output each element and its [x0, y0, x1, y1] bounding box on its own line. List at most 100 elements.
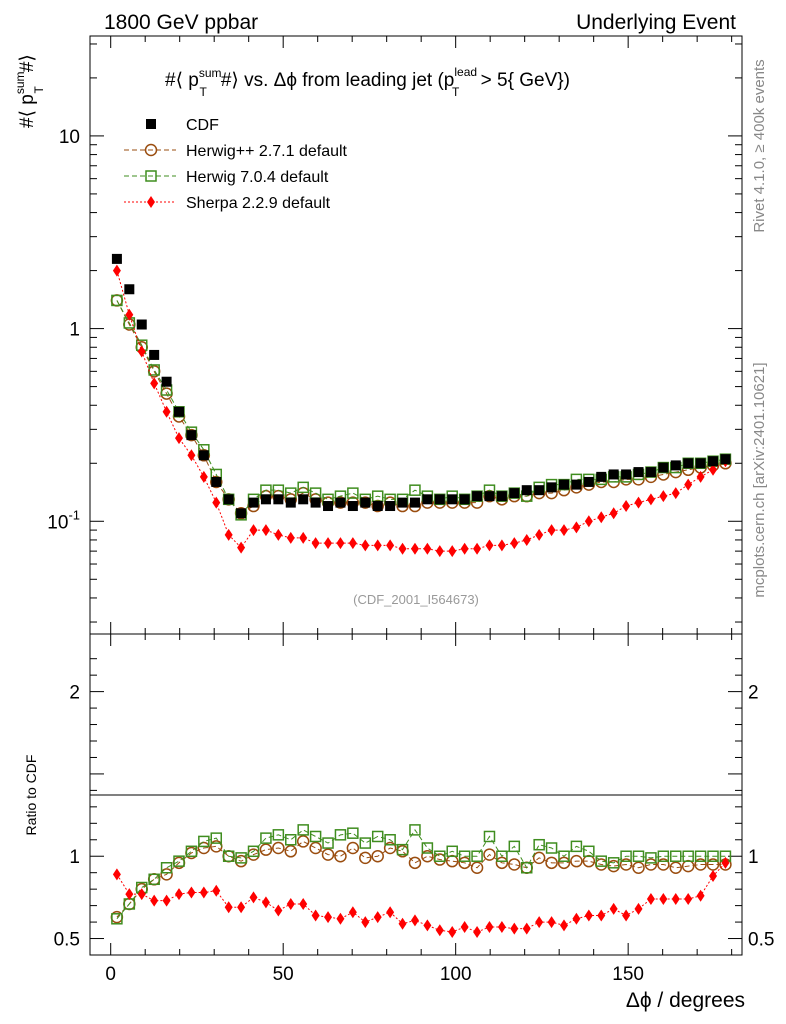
ratio-point: [533, 838, 545, 851]
data-point: [334, 496, 347, 509]
legend-label: Herwig 7.0.4 default: [186, 169, 329, 186]
data-point: [696, 470, 705, 483]
ratio-point: [334, 849, 347, 863]
header-process: Underlying Event: [576, 11, 736, 34]
data-point: [546, 482, 557, 493]
header-energy: 1800 GeV ppbar: [104, 11, 258, 34]
data-point: [324, 537, 333, 550]
ratio-point: [324, 911, 333, 924]
ratio-point: [409, 824, 421, 836]
data-point: [211, 476, 222, 487]
ratio-line: [116, 840, 726, 918]
data-point: [683, 458, 694, 469]
data-point: [434, 494, 445, 505]
axis-ticks: [90, 36, 742, 955]
ratio-point: [520, 862, 533, 874]
data-point: [150, 377, 159, 390]
rivet-version-label: Rivet 4.1.0, ≥ 400k events: [751, 59, 768, 232]
ratio-point: [570, 840, 583, 853]
data-point: [347, 487, 359, 499]
y-axis-label-ratio: Ratio to CDF: [23, 755, 39, 836]
ratio-point: [371, 830, 384, 843]
ratio-point: [706, 858, 720, 871]
data-point: [174, 406, 185, 417]
plot-title: #⟨ psum T#⟩ vs. Δϕ from leading jet (plea…: [165, 65, 570, 99]
ratio-point: [609, 902, 618, 915]
data-point: [199, 470, 208, 483]
ratio-point: [346, 841, 360, 855]
ratio-point: [446, 845, 458, 858]
legend-marker: [145, 170, 157, 182]
ratio-point: [473, 925, 482, 938]
ratio-point: [359, 851, 372, 865]
ratio-point: [423, 919, 432, 932]
data-point: [111, 294, 123, 307]
main-series-group: [110, 253, 732, 558]
ratio-point: [199, 886, 208, 899]
ratio-point: [508, 858, 521, 871]
legend: CDF Herwig++ 2.7.1 default Herwig 7.0.4 de…: [124, 117, 348, 212]
ratio-point: [707, 850, 719, 862]
data-point: [136, 319, 147, 330]
ratio-point: [212, 884, 221, 897]
data-point: [360, 497, 371, 508]
data-point: [659, 490, 668, 503]
data-point: [473, 542, 482, 555]
ratio-point: [557, 856, 571, 870]
ratio-point: [112, 868, 121, 881]
data-point: [695, 458, 706, 469]
ratio-point: [347, 827, 359, 839]
ratio-point: [595, 855, 608, 867]
ratio-point: [299, 897, 308, 910]
ratio-point: [137, 888, 146, 901]
ratio-point: [286, 897, 295, 910]
data-point: [112, 264, 121, 277]
data-point: [236, 508, 247, 519]
ratio-point: [247, 845, 260, 858]
ratio-point: [657, 858, 670, 871]
ratio-point: [584, 909, 593, 922]
y-axis-label-main: #⟨ psum T#⟩: [13, 54, 46, 128]
ratio-point: [532, 851, 546, 865]
data-point: [347, 501, 358, 512]
ratio-point: [309, 830, 322, 843]
ratio-point: [646, 893, 655, 906]
data-point: [274, 528, 283, 541]
legend-entry: CDF: [146, 117, 219, 134]
ratio-point: [261, 896, 270, 909]
data-point: [248, 497, 259, 508]
data-point: [161, 376, 172, 387]
ratio-point: [386, 906, 395, 919]
ratio-point: [235, 852, 247, 864]
data-point: [709, 463, 718, 476]
ratio-point: [644, 858, 658, 871]
series-line: [116, 300, 726, 516]
data-point: [496, 491, 507, 502]
data-point: [175, 432, 184, 445]
ratio-point: [448, 925, 457, 938]
data-point: [608, 469, 619, 480]
x-tick-label: 150: [612, 964, 644, 985]
data-point: [149, 349, 160, 360]
data-point: [597, 511, 606, 524]
ratio-point: [348, 906, 357, 919]
data-point: [720, 454, 731, 465]
ratio-point: [359, 837, 372, 849]
data-point: [335, 497, 346, 508]
ratio-point: [384, 834, 396, 846]
ratio-point: [237, 901, 246, 914]
y-tick-label-ratio-right: 0.5: [748, 930, 774, 951]
ratio-point: [669, 861, 683, 875]
data-point: [237, 541, 246, 554]
ratio-point: [607, 857, 620, 869]
data-point: [409, 497, 420, 508]
data-point: [311, 537, 320, 550]
ratio-point: [495, 856, 509, 870]
data-point: [372, 501, 383, 512]
y-tick-label-ratio-left: 1: [69, 847, 80, 868]
data-point: [210, 475, 223, 489]
data-point: [485, 539, 494, 552]
data-point: [198, 450, 209, 461]
mcplots-url-label: mcplots.cern.ch [arXiv:2401.10621]: [751, 362, 768, 597]
y-tick-label-main: 1: [69, 320, 80, 341]
